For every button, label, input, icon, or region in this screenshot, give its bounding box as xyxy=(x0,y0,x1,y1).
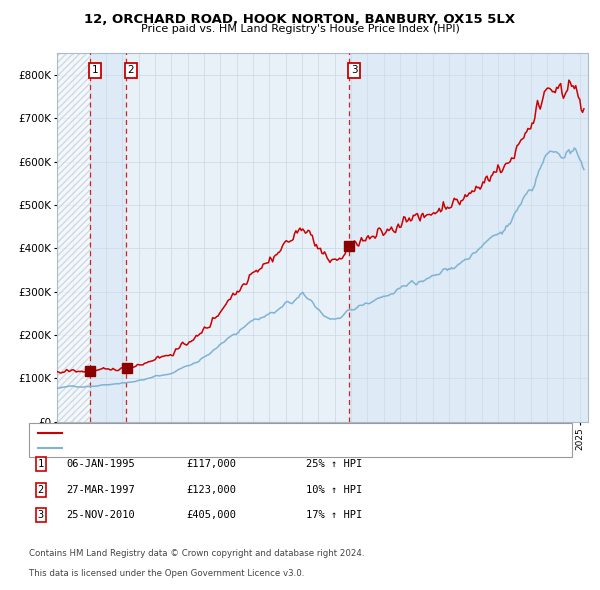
Text: 1: 1 xyxy=(38,460,44,469)
Text: 2: 2 xyxy=(38,485,44,494)
Text: £405,000: £405,000 xyxy=(186,510,236,520)
Text: £117,000: £117,000 xyxy=(186,460,236,469)
Text: This data is licensed under the Open Government Licence v3.0.: This data is licensed under the Open Gov… xyxy=(29,569,304,578)
Text: HPI: Average price, detached house, Cherwell: HPI: Average price, detached house, Cher… xyxy=(66,442,289,453)
Text: 2: 2 xyxy=(128,65,134,76)
Text: 1: 1 xyxy=(91,65,98,76)
Text: 10% ↑ HPI: 10% ↑ HPI xyxy=(306,485,362,494)
Text: 17% ↑ HPI: 17% ↑ HPI xyxy=(306,510,362,520)
Text: 06-JAN-1995: 06-JAN-1995 xyxy=(66,460,135,469)
Text: 12, ORCHARD ROAD, HOOK NORTON, BANBURY, OX15 5LX: 12, ORCHARD ROAD, HOOK NORTON, BANBURY, … xyxy=(85,13,515,26)
Bar xyxy=(57,53,90,422)
Text: 3: 3 xyxy=(351,65,358,76)
Text: £123,000: £123,000 xyxy=(186,485,236,494)
Bar xyxy=(349,53,588,422)
Text: 12, ORCHARD ROAD, HOOK NORTON, BANBURY, OX15 5LX (detached house): 12, ORCHARD ROAD, HOOK NORTON, BANBURY, … xyxy=(66,428,442,438)
Text: 25% ↑ HPI: 25% ↑ HPI xyxy=(306,460,362,469)
Text: 27-MAR-1997: 27-MAR-1997 xyxy=(66,485,135,494)
Text: Contains HM Land Registry data © Crown copyright and database right 2024.: Contains HM Land Registry data © Crown c… xyxy=(29,549,364,558)
Text: 3: 3 xyxy=(38,510,44,520)
Bar xyxy=(90,53,126,422)
Text: Price paid vs. HM Land Registry's House Price Index (HPI): Price paid vs. HM Land Registry's House … xyxy=(140,24,460,34)
Text: 25-NOV-2010: 25-NOV-2010 xyxy=(66,510,135,520)
